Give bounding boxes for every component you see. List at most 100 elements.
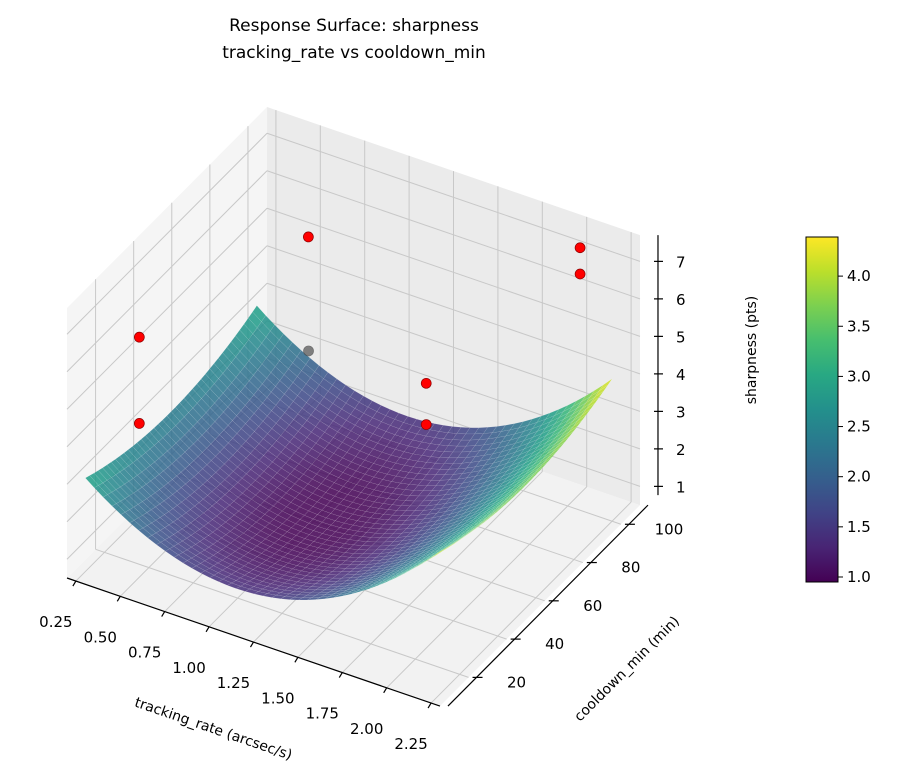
grid-line-z xyxy=(266,282,641,412)
grid-line-z xyxy=(66,132,268,335)
grid-line-z xyxy=(66,282,268,485)
x-tick-label: 2.25 xyxy=(394,735,427,753)
z-tick-label: 3 xyxy=(676,403,686,421)
surface-patch xyxy=(581,403,596,416)
x-tick-label: 1.50 xyxy=(261,689,294,707)
surface-patch xyxy=(577,408,591,422)
surface-patch xyxy=(538,456,553,469)
z-axis-label: sharpness (pts) xyxy=(744,296,760,405)
surface-patch xyxy=(435,546,450,556)
scatter-hidden xyxy=(303,345,314,357)
y-axis-line xyxy=(447,504,649,707)
z-tick-label: 2 xyxy=(676,441,686,459)
scatter-point xyxy=(574,268,586,280)
grid-line-z xyxy=(266,207,641,337)
surface-patch xyxy=(500,497,514,508)
surface-patch xyxy=(508,488,523,500)
x-tick xyxy=(294,656,299,663)
x-tick xyxy=(338,672,343,678)
grid-line-z xyxy=(66,170,268,373)
surface-patch xyxy=(440,543,454,553)
colorbar-tick-label: 2.5 xyxy=(847,418,871,436)
surface-patch xyxy=(495,501,510,512)
colorbar-tick-label: 1.0 xyxy=(847,568,871,586)
x-tick xyxy=(72,580,77,587)
chart-subtitle: tracking_rate vs cooldown_min xyxy=(222,43,486,63)
x-tick-label: 0.50 xyxy=(84,628,117,646)
colorbar: 1.0 1.5 2.0 2.5 3.0 3.5 4.0 xyxy=(805,236,871,586)
surface-patch xyxy=(573,414,587,427)
colorbar-tick-label: 2.0 xyxy=(847,468,871,486)
x-tick-label: 1.00 xyxy=(172,659,205,677)
grid-line-x xyxy=(386,486,588,689)
x-tick xyxy=(249,641,254,648)
surface-patch xyxy=(431,548,446,558)
x-tick-label: 0.75 xyxy=(128,644,161,662)
x-tick xyxy=(383,687,388,694)
surface xyxy=(85,305,613,601)
surface-patch xyxy=(551,441,566,454)
scatter-point xyxy=(420,377,432,389)
surface-patch xyxy=(534,461,548,473)
surface-patch xyxy=(453,535,467,545)
surface-patch xyxy=(560,431,574,444)
z-tick-label: 4 xyxy=(676,366,686,384)
scatter-point xyxy=(303,231,314,243)
grid-line-z xyxy=(266,320,641,450)
scatter-point xyxy=(420,419,432,430)
x-tick-label: 1.75 xyxy=(306,705,339,723)
y-tick-label: 60 xyxy=(583,597,602,615)
grid-line-z xyxy=(266,245,641,375)
grid-line-y xyxy=(95,548,469,678)
y-tick-label: 80 xyxy=(621,559,640,577)
x-tick-label: 1.25 xyxy=(217,674,250,692)
surface-patch xyxy=(594,384,608,398)
z-tick-label: 5 xyxy=(676,328,686,346)
grid-line-z xyxy=(66,245,268,448)
surface-patch xyxy=(568,420,583,433)
surface-patch xyxy=(517,480,531,492)
x-tick xyxy=(116,595,121,602)
x-tick xyxy=(427,702,432,709)
scatter-point xyxy=(133,331,145,343)
axes: 0.25 0.50 0.75 1.00 1.25 1.50 1.75 2.00 2.25 20 40… xyxy=(39,235,686,753)
scatter-points xyxy=(133,231,586,430)
z-tick-label: 7 xyxy=(676,253,686,271)
surface-patch xyxy=(598,378,613,392)
surface-patch xyxy=(590,391,604,404)
surface-patch xyxy=(444,540,458,550)
surface-patch xyxy=(547,446,561,459)
surface-patch xyxy=(555,436,570,449)
surface-patch xyxy=(521,475,536,487)
surface-patch xyxy=(491,504,506,516)
colorbar-tick-label: 4.0 xyxy=(847,267,871,285)
z-tick-label: 6 xyxy=(676,291,686,309)
colorbar-tick-label: 3.0 xyxy=(847,367,871,385)
surface-patch xyxy=(513,484,527,496)
scatter-point xyxy=(303,345,314,357)
surface-patch xyxy=(564,425,578,438)
surface-patch xyxy=(543,452,557,464)
x-tick xyxy=(161,611,166,617)
x-tick-label: 2.00 xyxy=(350,720,383,738)
colorbar-gradient xyxy=(805,236,839,583)
y-axis-label: cooldown_min (min) xyxy=(571,613,682,724)
x-tick xyxy=(205,626,210,633)
surface-patch xyxy=(525,471,540,483)
y-tick-label: 100 xyxy=(655,520,684,538)
grid-line-x xyxy=(430,501,632,704)
scatter-point xyxy=(574,242,586,254)
colorbar-tick-label: 3.5 xyxy=(847,317,871,335)
z-tick-label: 1 xyxy=(676,478,686,496)
grid-line-z xyxy=(266,132,641,262)
colorbar-tick-label: 1.5 xyxy=(847,518,871,536)
grid-line-z xyxy=(66,207,268,410)
x-tick-label: 0.25 xyxy=(39,613,72,631)
grid-line-x xyxy=(341,471,543,673)
chart-title: Response Surface: sharpness xyxy=(229,16,479,36)
surface-patch xyxy=(448,538,463,548)
scatter-point xyxy=(133,418,145,429)
y-tick-label: 40 xyxy=(545,635,564,653)
y-tick-label: 20 xyxy=(507,673,526,691)
